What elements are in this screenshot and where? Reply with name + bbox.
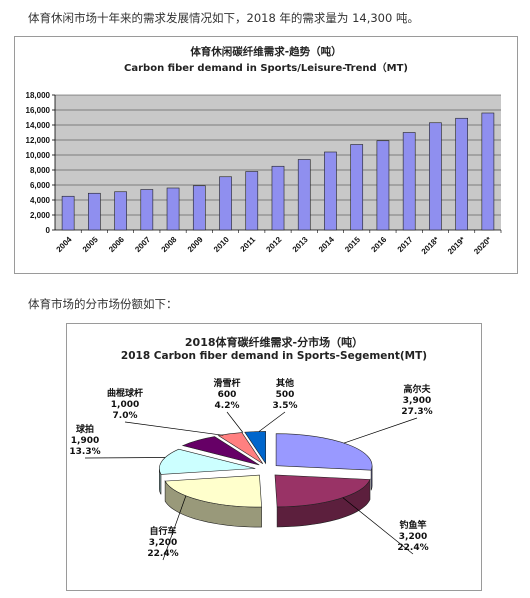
y-tick-label: 8,000 xyxy=(30,166,51,175)
bar-chart-subtitle: Carbon fiber demand in Sports/Leisure-Tr… xyxy=(124,63,408,74)
y-tick-label: 4,000 xyxy=(30,196,51,205)
pie-slice xyxy=(275,433,373,491)
leader-line xyxy=(342,497,414,555)
bar xyxy=(192,185,206,231)
pie-slice xyxy=(181,436,260,466)
bar xyxy=(140,189,154,231)
bar xyxy=(324,151,337,231)
pie-slice-top xyxy=(275,433,373,471)
x-tick-label: 2017 xyxy=(396,235,415,254)
pie-slice-top xyxy=(159,448,256,475)
x-tick-label: 2014 xyxy=(317,235,336,254)
bar xyxy=(219,176,232,231)
x-tick-label: 2008 xyxy=(160,235,179,254)
bar xyxy=(350,144,364,231)
bar xyxy=(481,112,495,231)
x-tick-label: 2005 xyxy=(81,235,100,254)
x-tick-label: 2012 xyxy=(264,235,283,254)
x-tick-label: 2004 xyxy=(55,235,74,254)
bar xyxy=(297,159,311,231)
slice-value-label: 600 xyxy=(218,390,237,400)
pie-chart-plot: 高尔夫3,90027.3%钓鱼竿3,20022.4%自行车3,20022.4%球… xyxy=(69,377,433,561)
y-tick-label: 6,000 xyxy=(30,181,51,190)
x-tick-label: 2010 xyxy=(212,235,231,254)
bar xyxy=(271,165,285,231)
leader-line xyxy=(343,417,418,444)
pie-chart-title: 2018体育碳纤维需求-分市场（吨） xyxy=(184,336,364,349)
slice-value-label: 3,900 xyxy=(403,396,431,406)
y-tick-label: 2,000 xyxy=(30,211,51,220)
slice-pct-label: 7.0% xyxy=(113,411,138,421)
bar xyxy=(376,140,390,231)
x-tick-label: 2015 xyxy=(343,235,362,254)
pie-slice xyxy=(164,474,262,528)
bar xyxy=(402,132,416,231)
pie-slice-top xyxy=(217,432,264,465)
pie-slice xyxy=(159,448,256,495)
leader-line xyxy=(162,495,187,561)
leader-line xyxy=(84,457,166,459)
x-tick-label: 2016 xyxy=(369,235,388,254)
leader-line xyxy=(226,411,244,433)
slice-pct-label: 4.2% xyxy=(215,401,240,411)
x-tick-label: 2013 xyxy=(291,235,310,254)
bar xyxy=(429,122,442,231)
leader-line xyxy=(124,421,224,436)
x-tick-label: 2007 xyxy=(133,235,152,254)
x-tick-label: 2019* xyxy=(446,234,468,256)
slice-pct-label: 27.3% xyxy=(401,407,432,417)
intro-line-2: 体育市场的分市场份额如下： xyxy=(28,297,178,311)
bar xyxy=(114,191,127,231)
slice-value-label: 1,900 xyxy=(71,436,99,446)
slice-value-label: 3,200 xyxy=(149,538,177,548)
pie-slice xyxy=(244,431,267,465)
bar-chart-panel: 体育休闲碳纤维需求-趋势（吨） Carbon fiber demand in S… xyxy=(14,36,518,274)
slice-value-label: 500 xyxy=(276,390,295,400)
y-tick-label: 12,000 xyxy=(26,136,51,145)
bar xyxy=(88,192,101,231)
pie-slice-top xyxy=(274,474,371,508)
slice-name-label: 自行车 xyxy=(149,525,176,537)
pie-slice-top xyxy=(244,431,267,465)
pie-chart-panel: 2018体育碳纤维需求-分市场（吨） 2018 Carbon fiber dem… xyxy=(66,323,482,591)
y-tick-label: 16,000 xyxy=(26,106,51,115)
slice-name-label: 曲棍球杆 xyxy=(107,387,143,399)
bar xyxy=(61,195,75,231)
x-tick-label: 2009 xyxy=(186,235,205,254)
leader-line xyxy=(258,411,286,432)
intro-line-1: 体育休闲市场十年来的需求发展情况如下，2018 年的需求量为 14,300 吨。 xyxy=(28,11,419,25)
slice-pct-label: 13.3% xyxy=(69,447,100,457)
pie-slice xyxy=(217,432,264,465)
pie-slice-top xyxy=(181,436,260,466)
pie-chart-subtitle: 2018 Carbon fiber demand in Sports-Segem… xyxy=(120,350,428,362)
y-tick-label: 18,000 xyxy=(26,91,51,100)
bar-chart-plot: 0 2,000 4,000 6,000 8,000 10,000 12,000 14,000 1… xyxy=(26,91,502,256)
x-tick-label: 2020* xyxy=(472,234,494,256)
pie-slice-top xyxy=(164,474,262,508)
slice-name-label: 钓鱼竿 xyxy=(399,519,426,531)
pie-slice xyxy=(274,474,371,528)
slice-name-label: 球拍 xyxy=(76,423,94,435)
y-tick-label: 14,000 xyxy=(26,121,51,130)
slice-pct-label: 22.4% xyxy=(397,543,428,553)
y-tick-label: 10,000 xyxy=(26,151,51,160)
x-tick-label: 2018* xyxy=(420,234,442,256)
x-tick-label: 2011 xyxy=(239,235,258,254)
slice-value-label: 3,200 xyxy=(399,532,427,542)
slice-name-label: 其他 xyxy=(276,377,294,389)
slice-value-label: 1,000 xyxy=(111,400,139,410)
slice-pct-label: 3.5% xyxy=(273,401,298,411)
bar xyxy=(245,171,259,231)
slice-name-label: 高尔夫 xyxy=(403,383,431,395)
y-tick-label: 0 xyxy=(46,226,51,235)
bar xyxy=(455,117,468,231)
x-tick-label: 2006 xyxy=(107,235,126,254)
bar-chart-title: 体育休闲碳纤维需求-趋势（吨） xyxy=(190,46,342,58)
bar xyxy=(166,187,180,231)
slice-pct-label: 22.4% xyxy=(147,549,178,559)
slice-name-label: 滑雪杆 xyxy=(213,377,240,389)
